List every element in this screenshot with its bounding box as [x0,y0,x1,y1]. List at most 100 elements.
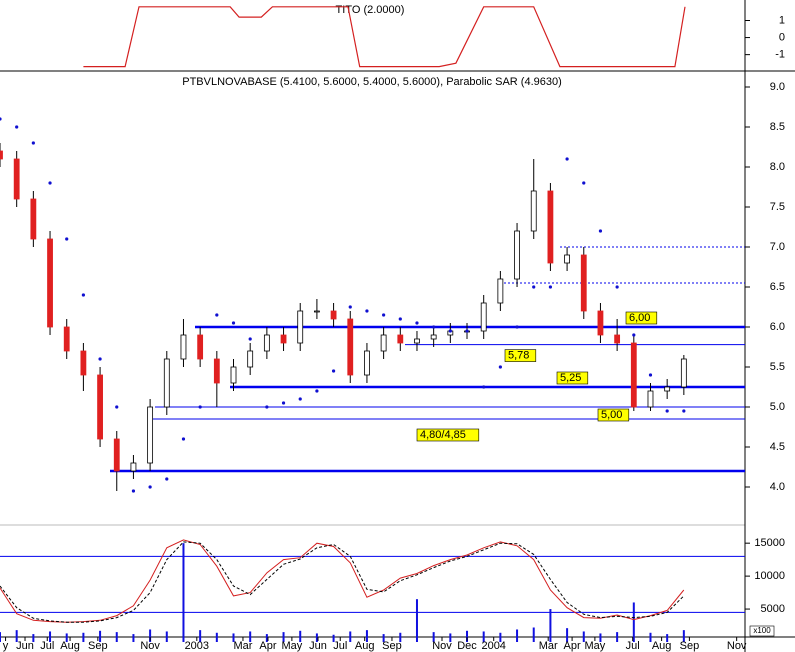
sar-dot [131,489,136,493]
level-label-box [625,311,658,325]
sar-dot [331,369,336,373]
candle-body [63,326,70,352]
volume-bar [65,633,68,642]
x-tick-label: Apr [259,640,276,652]
sar-dot [65,237,69,241]
candle-body [163,358,170,408]
x-tick-label: Sep [382,640,402,652]
volume-bar [582,631,585,642]
sar-dot [565,157,569,161]
volume-bar [466,630,469,642]
sar-dot [382,313,386,317]
candle-body [280,334,287,344]
candle-body [113,438,120,472]
volume-bar [182,543,185,642]
volume-bar [482,631,485,642]
volume-bar [15,630,18,642]
volume-bar [649,632,652,642]
x-tick-label: Jul [40,640,54,652]
x-tick-label: Sep [88,640,108,652]
sar-dot [15,125,19,129]
candle-body [180,334,187,360]
sar-dot [448,329,452,333]
oscillator-line [0,541,685,623]
volume-bar [32,634,35,642]
volume-bar [249,631,252,642]
x-tick-label: Apr [564,640,581,652]
sar-dot [548,285,553,289]
sar-dot [31,141,35,145]
candle-body [430,334,437,340]
volume-bar [566,628,569,642]
sar-dot [298,397,302,401]
candle-body [330,310,337,320]
y-tick-label: -1 [775,49,785,61]
chart-title: PTBVLNOVABASE (5.4100, 5.6000, 5.4000, 5… [182,76,562,88]
volume-bar [549,609,552,642]
candle-body [664,386,671,392]
candle-body [147,406,154,464]
candle-body [297,310,304,344]
level-label: 6,00 [629,312,650,324]
volume-bar [149,629,152,642]
candle-body [580,254,587,312]
volume-bar [82,632,85,642]
sar-dot [165,477,169,481]
volume-bar [365,630,368,642]
volume-bar [349,631,352,642]
sar-dot [315,389,319,393]
level-label: 5,78 [508,350,529,362]
y-tick-label: 5.5 [770,361,785,373]
x-tick-label: May [281,640,302,652]
candle-body [680,358,687,388]
sar-dot [98,357,102,361]
level-label-box [556,371,589,385]
x-tick-label: Dec [457,640,477,652]
volume-bar [165,631,168,642]
volume-bar [599,633,602,642]
y-tick-label: 5000 [761,603,785,615]
x-tick-label: Mar [233,640,252,652]
candle-body [597,310,604,336]
sar-dot [482,385,486,389]
level-label: 4,80/4,85 [420,429,466,441]
sar-dot [148,485,152,489]
sar-dot [115,405,119,409]
volume-bar [299,630,302,642]
candle-body [364,350,370,376]
sar-dot [665,409,669,413]
sar-dot [682,409,686,413]
volume-bar [616,632,619,642]
sar-dot [648,373,653,377]
sar-dot [465,329,469,333]
candle-body [347,318,354,376]
candle-body [314,310,320,313]
volume-bar [432,632,435,642]
volume-bar [215,632,218,642]
oscillator-line [0,539,685,623]
sar-dot [198,405,202,409]
indicator-title: TITO (2.0000) [336,4,405,16]
sar-dot [615,285,619,289]
volume-bar [399,632,402,642]
y-tick-label: 9.0 [770,81,785,93]
volume-bar [132,634,135,642]
volume-bar [666,634,669,642]
candle-body [564,254,570,264]
y-tick-label: 8.5 [770,121,785,133]
sar-dot [365,309,369,313]
y-tick-label: 15000 [754,537,785,549]
y-tick-label: 7.5 [770,201,785,213]
volume-bar [282,632,285,642]
sar-dot [231,321,236,325]
level-label-box [597,408,630,422]
x-tick-label: Jun [309,640,327,652]
volume-bar [332,634,335,642]
x-tick-label: 2003 [185,640,209,652]
candle-body [197,334,204,360]
x-tick-label: Aug [355,640,375,652]
sar-dot [498,365,502,369]
sar-dot [281,401,286,405]
candle-body [630,342,637,408]
volume-bar [199,630,202,642]
